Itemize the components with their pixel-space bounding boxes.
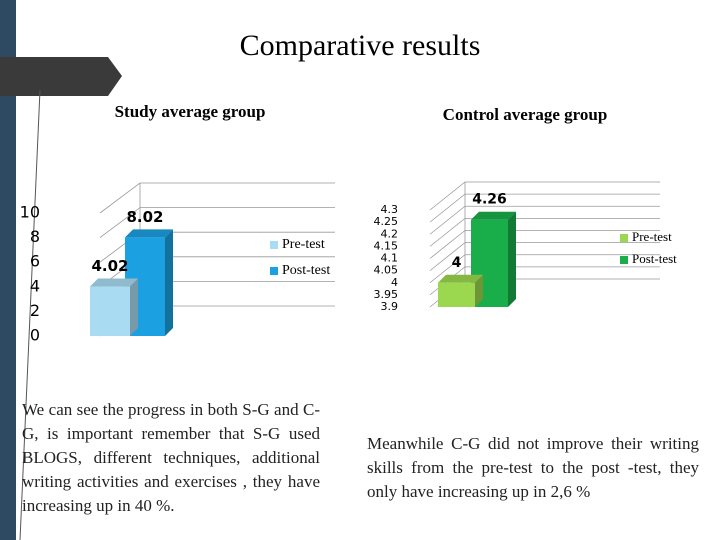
y-tick-label: 4.3: [381, 203, 399, 216]
value-label: 8.02: [126, 208, 163, 226]
y-tick-label: 4.25: [374, 215, 399, 228]
bar-side: [508, 211, 516, 307]
note-text: We can see the progress in both S-G and …: [22, 400, 320, 515]
legend-label: Post-test: [282, 263, 330, 278]
bar-top: [471, 211, 516, 220]
chart-title: Control average group: [443, 105, 608, 124]
legend-label: Pre-test: [282, 237, 325, 252]
bar-top: [90, 278, 138, 287]
bar: [90, 286, 130, 336]
bar-side: [130, 278, 138, 336]
bar-top: [438, 274, 483, 283]
chart-title: Study average group: [115, 102, 266, 121]
y-tick-label: 2: [30, 301, 40, 320]
bar-top: [125, 229, 173, 238]
bar-side: [475, 274, 483, 307]
grid-line: [429, 193, 660, 223]
legend-swatch: [270, 267, 278, 275]
bar-side: [165, 229, 173, 336]
legend-label: Pre-test: [632, 229, 672, 244]
y-tick-label: 0: [30, 326, 40, 345]
value-label: 4.26: [472, 192, 507, 208]
y-tick-label: 4.2: [381, 227, 399, 240]
grid-line: [429, 217, 660, 247]
bar: [438, 282, 475, 307]
grid-line: [429, 205, 660, 235]
y-tick-label: 4.15: [374, 239, 399, 252]
y-tick-label: 4: [30, 276, 40, 295]
deco-line: [19, 89, 41, 540]
legend-swatch: [620, 234, 628, 242]
y-tick-label: 3.95: [374, 288, 399, 301]
y-tick-label: 4.1: [381, 252, 399, 265]
side-strip: [0, 0, 16, 540]
y-tick-label: 8: [30, 227, 40, 246]
legend-swatch: [270, 241, 278, 249]
y-tick-label: 3.9: [381, 300, 399, 313]
slide-title: Comparative results: [240, 29, 481, 62]
value-label: 4.02: [91, 257, 128, 275]
note-text: Meanwhile C-G did not improve their writ…: [367, 434, 699, 501]
value-label: 4: [452, 255, 462, 271]
grid-line: [429, 181, 660, 211]
legend-swatch: [620, 256, 628, 264]
y-tick-label: 6: [30, 252, 40, 271]
title-tab: [0, 57, 122, 96]
y-tick-label: 4.05: [374, 264, 399, 277]
legend-label: Post-test: [632, 251, 677, 266]
y-tick-label: 10: [20, 203, 40, 222]
y-tick-label: 4: [391, 276, 398, 289]
